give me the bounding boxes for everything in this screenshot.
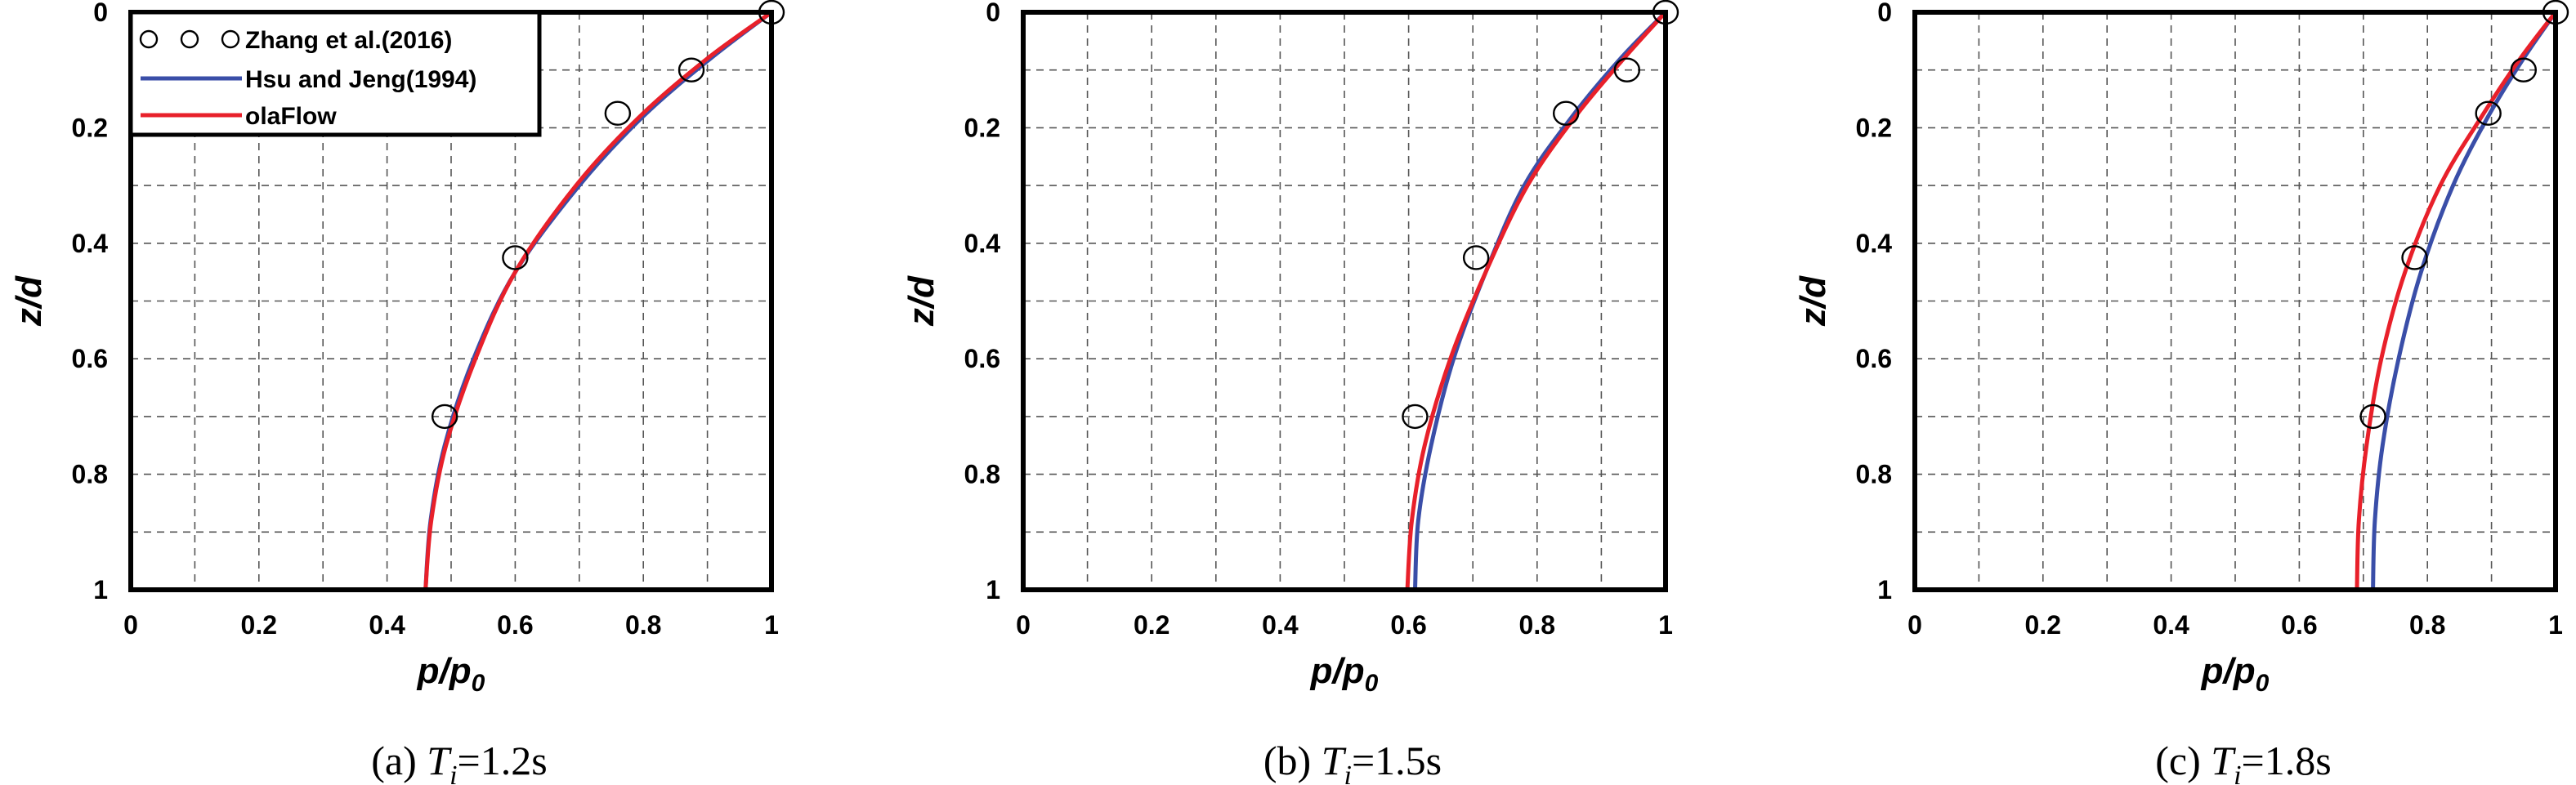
x-axis-label: p/p0 (2201, 651, 2270, 697)
y-axis-label: z/d (901, 275, 941, 327)
x-tick-label: 0 (123, 610, 138, 640)
y-tick-label: 0.8 (964, 460, 1000, 489)
y-tick-label: 0 (986, 0, 1000, 27)
x-tick-label: 0.8 (1519, 610, 1555, 640)
x-tick-label: 0.4 (369, 610, 405, 640)
data-point-marker (2475, 100, 2502, 126)
series-line-olaflow (1405, 11, 1667, 591)
y-tick-label: 0.8 (1856, 460, 1892, 489)
x-axis-label: p/p0 (417, 651, 485, 697)
x-tick-label: 1 (1658, 610, 1673, 640)
plot-frame (1021, 10, 1668, 592)
chart-panel-3: 0 0.2 0.4 0.6 0.8 100.20.40.60.81p/p0z/d(c) T… (1793, 0, 2569, 785)
legend-marker-icon (180, 29, 199, 49)
y-tick-label: 0 (93, 0, 108, 27)
legend: Zhang et al.(2016) Hsu and Jeng(1994) olaF… (128, 10, 542, 137)
data-point-marker (1613, 57, 1641, 83)
x-tick-label: 0.2 (2025, 610, 2061, 640)
legend-entry: olaFlow (245, 103, 337, 130)
plot-frame (1912, 10, 2558, 592)
x-tick-label: 0.6 (1390, 610, 1426, 640)
data-point-marker (2401, 245, 2428, 270)
y-tick-label: 1 (93, 575, 108, 604)
series-line-olaflow (2355, 11, 2557, 591)
x-tick-label: 0.4 (2153, 610, 2189, 640)
data-point-marker (1402, 404, 1429, 430)
x-tick-label: 1 (2548, 610, 2563, 640)
x-tick-label: 0.6 (497, 610, 533, 640)
x-tick-label: 1 (764, 610, 779, 640)
panel-caption: (c) Ti=1.8s (2155, 738, 2331, 785)
legend-entry: Hsu and Jeng(1994) (245, 66, 476, 93)
panel-caption: (a) Ti=1.2s (371, 738, 547, 785)
y-tick-label: 0.4 (1856, 229, 1893, 258)
y-tick-label: 0.4 (964, 229, 1001, 258)
data-point-marker (2510, 57, 2538, 83)
y-tick-label: 0.2 (1856, 113, 1892, 142)
y-tick-label: 0.6 (72, 344, 108, 373)
data-point-marker (1462, 245, 1490, 270)
data-point-marker (502, 245, 529, 270)
data-point-marker (1552, 100, 1580, 126)
y-tick-label: 0.4 (72, 229, 109, 258)
data-point-marker (2359, 404, 2386, 430)
x-axis-label: p/p0 (1310, 651, 1379, 697)
x-tick-label: 0 (1016, 610, 1031, 640)
legend-entry: Zhang et al.(2016) (245, 27, 452, 54)
y-axis-label: z/d (9, 275, 49, 327)
y-tick-label: 1 (986, 575, 1000, 604)
x-tick-label: 0.6 (2281, 610, 2317, 640)
data-point-marker (431, 404, 458, 430)
y-tick-label: 0 (1877, 0, 1892, 27)
x-tick-label: 0.2 (1134, 610, 1169, 640)
chart-panel-1: 0 0.2 0.4 0.6 0.8 100.20.40.60.81p/p0z/d(a) T… (9, 0, 785, 785)
legend-marker-icon (221, 29, 240, 49)
y-tick-label: 0.6 (1856, 344, 1892, 373)
data-point-marker (678, 57, 705, 83)
chart-panel-2: 0 0.2 0.4 0.6 0.8 100.20.40.60.81p/p0z/d(b) T… (901, 0, 1679, 785)
x-tick-label: 0.2 (241, 610, 277, 640)
panel-caption: (b) Ti=1.5s (1263, 738, 1442, 785)
y-tick-label: 0.2 (964, 113, 1000, 142)
x-tick-label: 0.8 (625, 610, 661, 640)
legend-marker-icon (139, 29, 159, 49)
y-axis-label: z/d (1793, 275, 1833, 327)
y-tick-label: 1 (1877, 575, 1892, 604)
y-tick-label: 0.8 (72, 460, 108, 489)
y-tick-label: 0.2 (72, 113, 108, 142)
x-tick-label: 0 (1907, 610, 1922, 640)
y-tick-label: 0.6 (964, 344, 1000, 373)
data-point-marker (604, 100, 632, 126)
series-line-hsu-and-jeng-1994- (2371, 11, 2558, 591)
x-tick-label: 0.8 (2409, 610, 2445, 640)
x-tick-label: 0.4 (1262, 610, 1299, 640)
